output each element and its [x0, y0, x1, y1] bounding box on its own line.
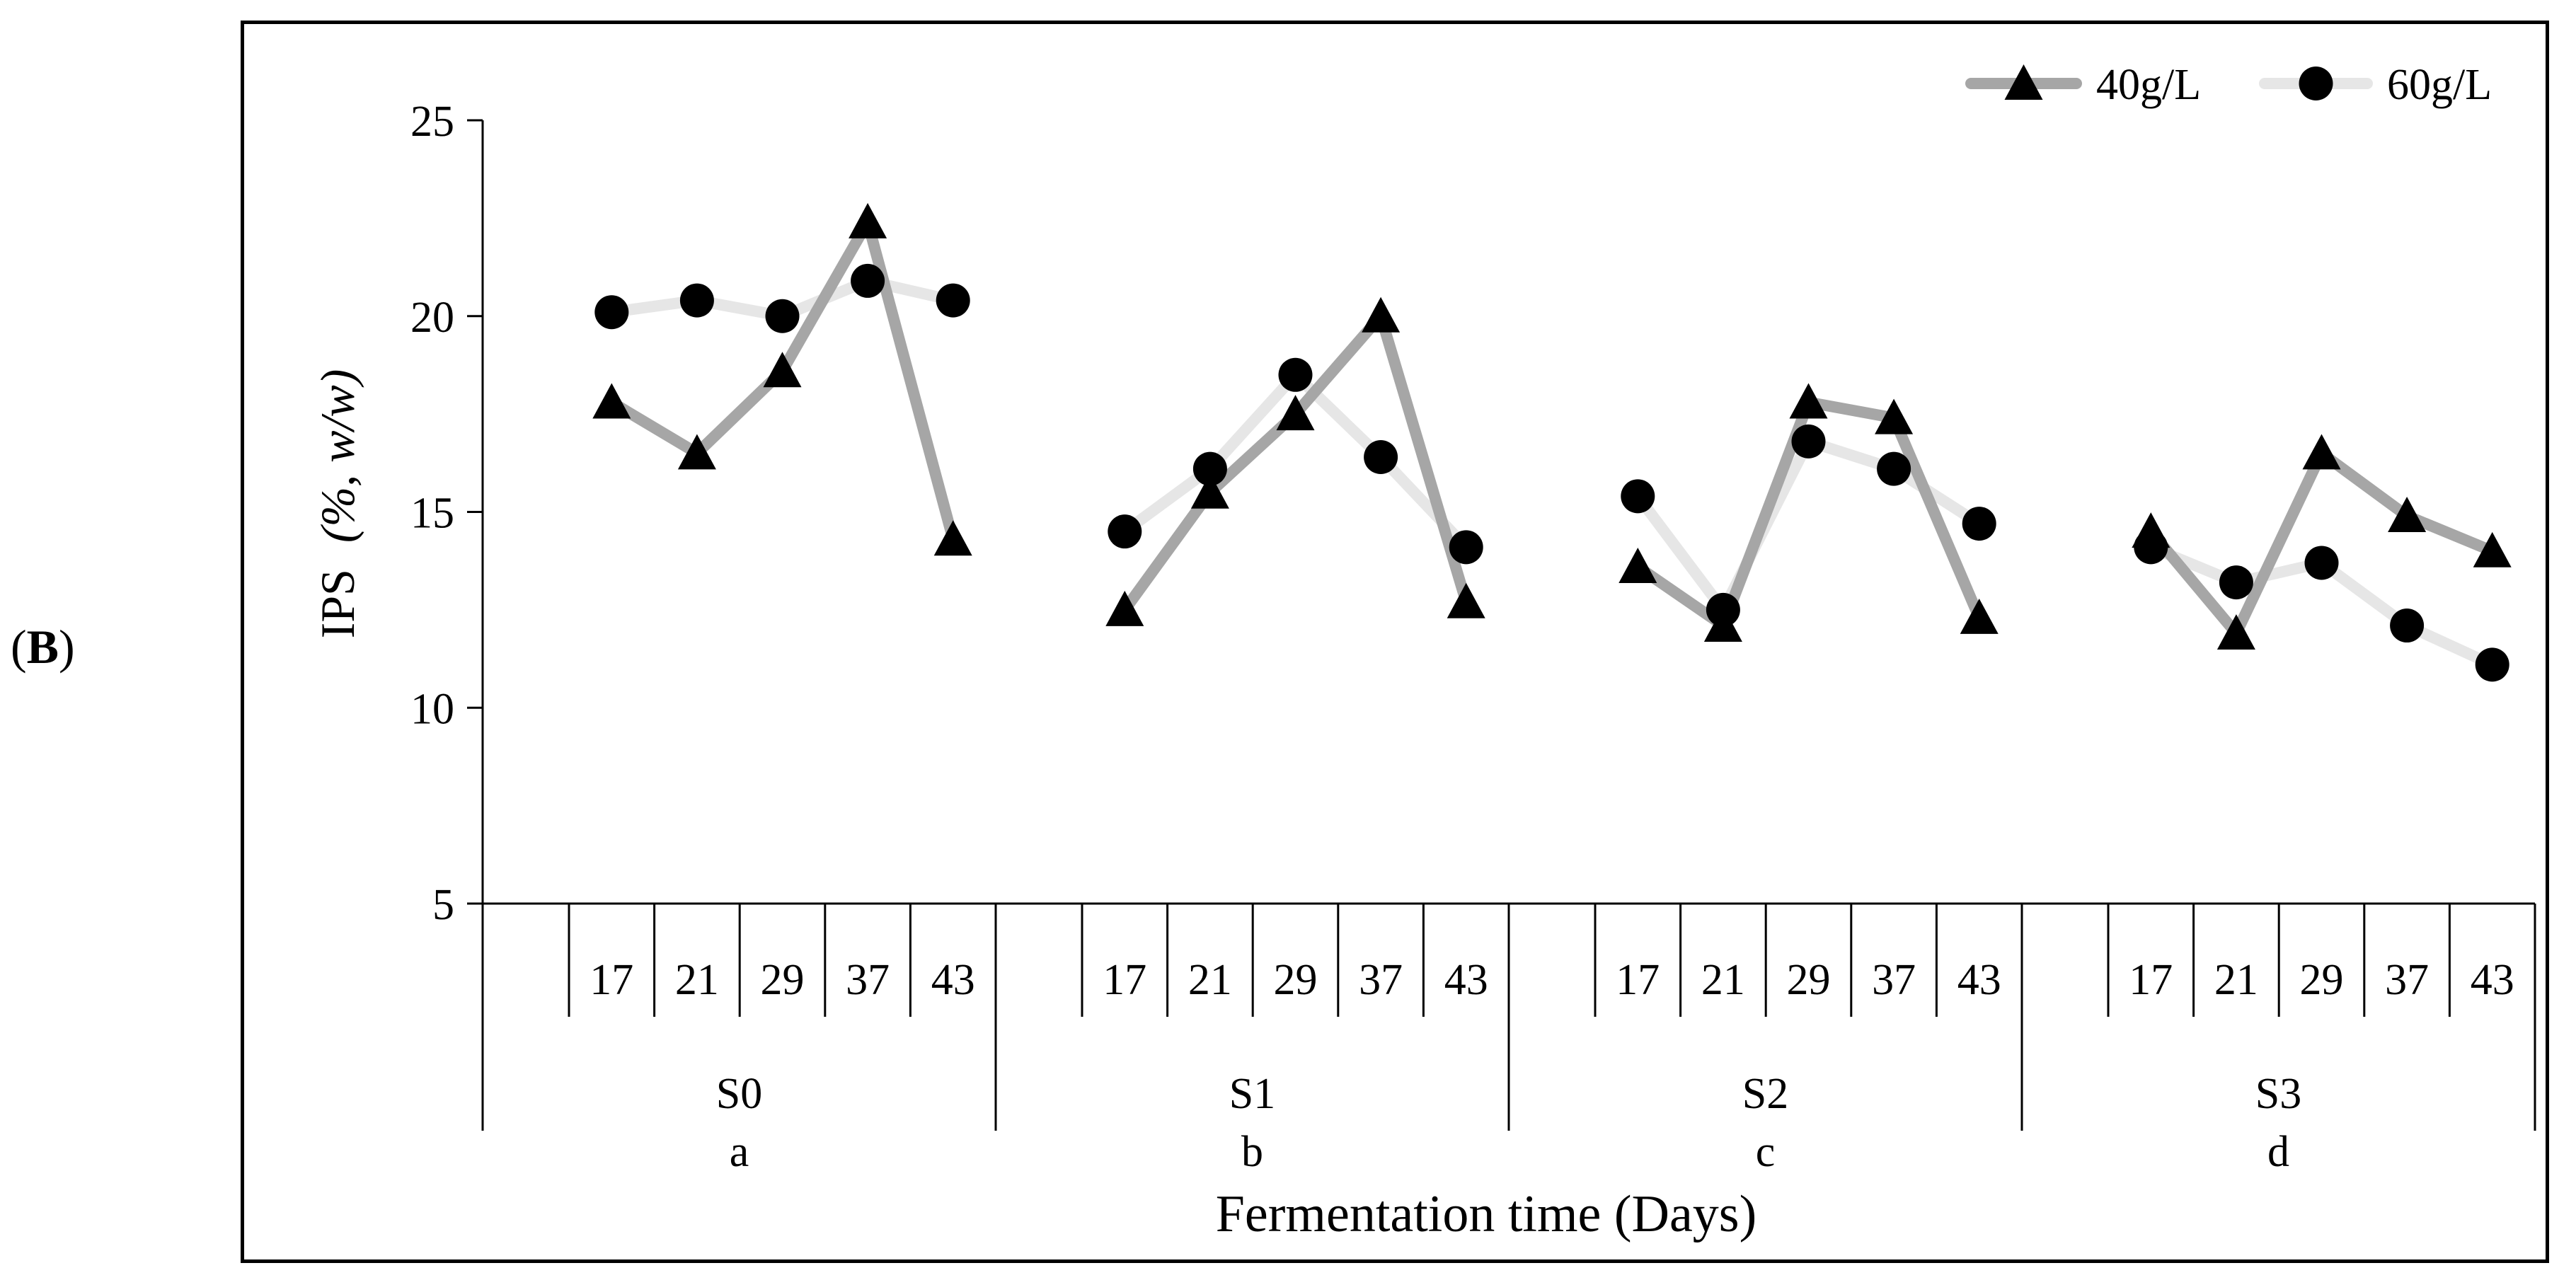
x-tick-label: 21	[675, 956, 719, 1004]
data-point-60g/L	[936, 283, 970, 318]
data-point-40g/L	[1276, 395, 1315, 431]
x-tick-label: 21	[1188, 956, 1232, 1004]
series-line-60g/L	[1632, 435, 1985, 616]
group-label: S2	[1742, 1070, 1788, 1118]
x-tick-label: 29	[1274, 956, 1318, 1004]
series-layer	[592, 202, 2512, 682]
y-tick-label: 5	[432, 881, 454, 929]
y-tick-label: 10	[410, 685, 454, 733]
data-point-60g/L	[1621, 479, 1655, 514]
group-label: S3	[2255, 1070, 2301, 1118]
group-letter: a	[730, 1128, 749, 1176]
x-tick-label: 37	[846, 956, 890, 1004]
y-tick-label: 20	[410, 294, 454, 342]
y-tick-label: 25	[410, 98, 454, 146]
data-point-40g/L	[2473, 531, 2512, 567]
legend-label: 40g/L	[2096, 61, 2201, 109]
x-tick-label: 43	[931, 956, 975, 1004]
data-point-60g/L	[1962, 507, 1996, 541]
y-tick-label: 15	[410, 490, 454, 538]
data-point-60g/L	[2219, 565, 2253, 600]
x-tick-label: 37	[1359, 956, 1403, 1004]
data-point-60g/L	[1108, 514, 1142, 549]
group-letter: c	[1756, 1128, 1776, 1176]
data-point-60g/L	[2475, 647, 2509, 682]
data-point-40g/L	[1703, 606, 1742, 642]
data-point-40g/L	[933, 520, 972, 556]
x-tick-label: 17	[1616, 956, 1660, 1004]
chart-frame	[241, 21, 2549, 1263]
group-label: S0	[716, 1070, 762, 1118]
x-axis-title: Fermentation time (Days)	[1216, 1185, 1756, 1243]
data-point-60g/L	[1791, 424, 1826, 459]
data-point-60g/L	[1449, 530, 1483, 565]
data-point-40g/L	[1447, 582, 1485, 618]
data-point-40g/L	[1362, 296, 1401, 333]
x-tick-label: 21	[2214, 956, 2258, 1004]
y-axis-title: IPS (%, w/w)	[311, 369, 364, 639]
legend-label: 60g/L	[2387, 61, 2492, 109]
legend-marker-40g/L	[2004, 64, 2043, 100]
data-point-60g/L	[2304, 546, 2339, 580]
group-letter: d	[2267, 1128, 2289, 1176]
data-point-60g/L	[851, 263, 885, 298]
data-point-40g/L	[592, 383, 631, 419]
axes: 5 10 15 20 25 17 21 29 37 43 S0 a 17 21 29 37 43 S1 b 17 21 2…	[410, 98, 2536, 1176]
data-point-40g/L	[849, 202, 887, 238]
data-point-60g/L	[1364, 440, 1398, 475]
data-point-40g/L	[677, 434, 716, 470]
data-point-40g/L	[1190, 473, 1229, 509]
y-axis-title-main: IPS	[311, 569, 364, 638]
group-letter: b	[1241, 1128, 1263, 1176]
legend-marker-60g/L	[2299, 67, 2333, 100]
data-point-40g/L	[1960, 598, 1999, 634]
data-point-60g/L	[1192, 451, 1227, 486]
data-point-40g/L	[1105, 590, 1144, 626]
data-point-60g/L	[765, 299, 800, 333]
data-point-60g/L	[1278, 357, 1313, 392]
legend: 40g/L 60g/L	[1965, 61, 2492, 109]
data-point-40g/L	[1875, 398, 1914, 434]
x-tick-label: 43	[1957, 956, 2001, 1004]
data-point-40g/L	[763, 352, 802, 388]
x-tick-label: 43	[2471, 956, 2514, 1004]
group-label: S1	[1229, 1070, 1275, 1118]
data-point-40g/L	[1618, 547, 1657, 583]
x-tick-label: 17	[2129, 956, 2173, 1004]
data-point-60g/L	[2390, 609, 2425, 643]
series-line-40g/L	[2145, 447, 2498, 640]
x-tick-label: 37	[1872, 956, 1916, 1004]
data-point-40g/L	[2216, 614, 2255, 650]
data-point-40g/L	[2388, 497, 2427, 532]
x-tick-label: 37	[2385, 956, 2429, 1004]
x-tick-label: 21	[1701, 956, 1745, 1004]
x-tick-label: 29	[2300, 956, 2344, 1004]
x-tick-label: 17	[1103, 956, 1146, 1004]
x-tick-label: 17	[590, 956, 633, 1004]
data-point-40g/L	[2302, 434, 2341, 470]
data-point-40g/L	[2132, 512, 2170, 548]
x-tick-label: 43	[1444, 956, 1488, 1004]
y-axis-title-units: (%, w/w)	[311, 369, 364, 543]
data-point-60g/L	[1877, 451, 1911, 486]
data-point-60g/L	[594, 295, 629, 330]
data-point-40g/L	[1789, 383, 1828, 419]
data-point-60g/L	[679, 283, 714, 318]
x-tick-label: 29	[1787, 956, 1831, 1004]
x-tick-label: 29	[761, 956, 805, 1004]
panel-label: (B)	[11, 620, 75, 674]
